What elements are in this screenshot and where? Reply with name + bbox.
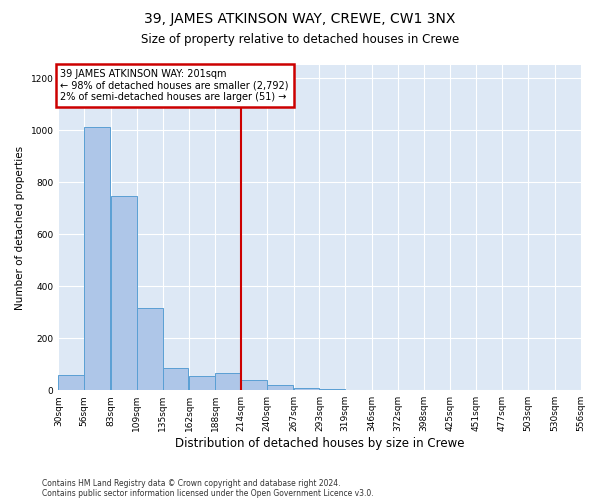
Bar [241, 380, 267, 390]
Bar [215, 374, 241, 390]
Text: 39 JAMES ATKINSON WAY: 201sqm
← 98% of detached houses are smaller (2,792)
2% of: 39 JAMES ATKINSON WAY: 201sqm ← 98% of d… [61, 69, 289, 102]
Bar [111, 196, 137, 390]
Bar [319, 389, 345, 390]
Y-axis label: Number of detached properties: Number of detached properties [15, 146, 25, 310]
Text: Contains HM Land Registry data © Crown copyright and database right 2024.: Contains HM Land Registry data © Crown c… [42, 478, 341, 488]
Bar [163, 368, 188, 390]
Text: Contains public sector information licensed under the Open Government Licence v3: Contains public sector information licen… [42, 488, 374, 498]
Bar [84, 126, 110, 390]
Bar [190, 376, 215, 390]
Bar [58, 376, 84, 390]
Bar [293, 388, 319, 390]
Text: 39, JAMES ATKINSON WAY, CREWE, CW1 3NX: 39, JAMES ATKINSON WAY, CREWE, CW1 3NX [145, 12, 455, 26]
Text: Size of property relative to detached houses in Crewe: Size of property relative to detached ho… [141, 32, 459, 46]
X-axis label: Distribution of detached houses by size in Crewe: Distribution of detached houses by size … [175, 437, 464, 450]
Bar [137, 308, 163, 390]
Bar [267, 385, 293, 390]
